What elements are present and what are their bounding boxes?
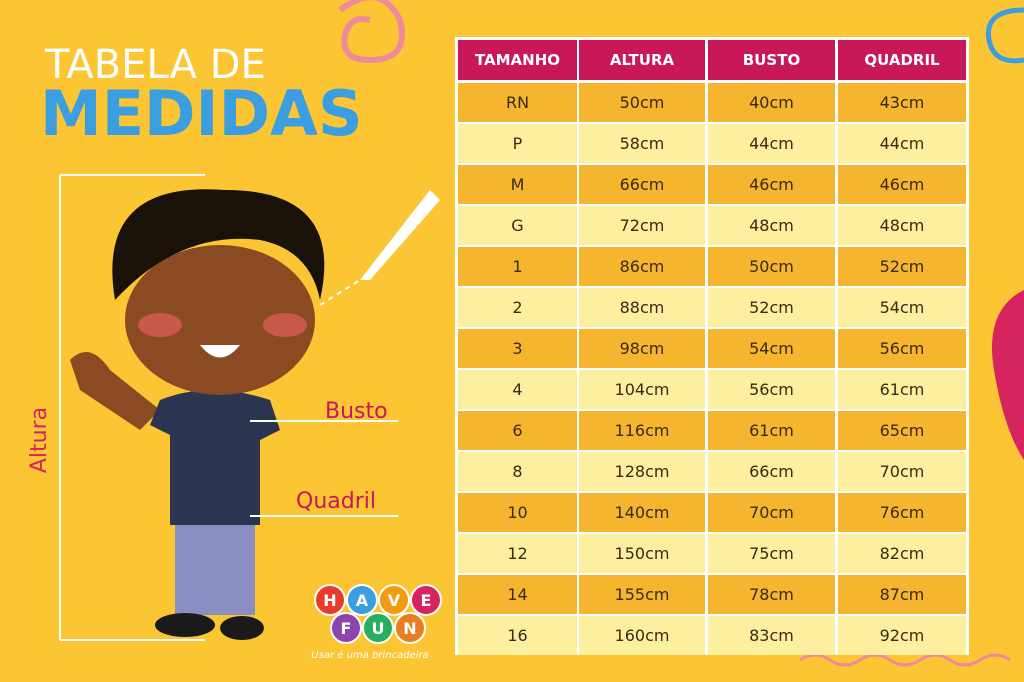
table-cell: 88cm <box>579 288 705 327</box>
table-cell: M <box>458 165 577 204</box>
table-cell: 46cm <box>838 165 966 204</box>
shoe <box>155 613 215 637</box>
logo-ball <box>410 584 442 616</box>
cheek <box>263 313 307 337</box>
mouth <box>200 345 240 358</box>
swirl <box>985 7 1024 64</box>
table-cell: 6 <box>458 411 577 450</box>
logo-letter: A <box>356 591 369 610</box>
header-cell: ALTURA <box>579 40 705 80</box>
logo-ball <box>394 612 426 644</box>
logo-letter: F <box>341 619 352 638</box>
table-cell: 58cm <box>579 124 705 163</box>
rocket-trail <box>319 279 361 306</box>
table-cell: 82cm <box>838 534 966 573</box>
header-cell: QUADRIL <box>838 40 966 80</box>
table-cell: P <box>458 124 577 163</box>
table-cell: 46cm <box>708 165 835 204</box>
table-cell: 16 <box>458 616 577 655</box>
table-cell: 155cm <box>579 575 705 614</box>
hair <box>112 189 325 300</box>
table-cell: 52cm <box>708 288 835 327</box>
table-cell: 3 <box>458 329 577 368</box>
table-cell: 4 <box>458 370 577 409</box>
table-cell: 50cm <box>708 247 835 286</box>
logo-letter: H <box>323 591 336 610</box>
tagline: Usar é uma brincadeira <box>311 649 428 661</box>
table-cell: 104cm <box>579 370 705 409</box>
table-cell: 160cm <box>579 616 705 655</box>
table-cell: 1 <box>458 247 577 286</box>
table-cell: 75cm <box>708 534 835 573</box>
table-cell: 10 <box>458 493 577 532</box>
table-cell: 50cm <box>579 83 705 122</box>
table-cell: 98cm <box>579 329 705 368</box>
logo-ball <box>362 612 394 644</box>
table-cell: 150cm <box>579 534 705 573</box>
table-cell: 48cm <box>838 206 966 245</box>
title-line2: MEDIDAS <box>40 77 363 150</box>
busto-label: Busto <box>325 399 388 424</box>
table-cell: 54cm <box>708 329 835 368</box>
logo-letter: N <box>403 619 416 638</box>
face <box>125 245 315 395</box>
logo: H A V E F U N <box>314 584 442 644</box>
table-cell: 61cm <box>838 370 966 409</box>
table-cell: 52cm <box>838 247 966 286</box>
table-cell: RN <box>458 83 577 122</box>
table-cell: 66cm <box>708 452 835 491</box>
table-cell: 14 <box>458 575 577 614</box>
altura-label: Altura <box>27 407 52 473</box>
table-cell: 66cm <box>579 165 705 204</box>
table-cell: 8 <box>458 452 577 491</box>
header-cell: TAMANHO <box>458 40 577 80</box>
table-cell: 2 <box>458 288 577 327</box>
header-cell: BUSTO <box>708 40 835 80</box>
table-cell: 128cm <box>579 452 705 491</box>
shirt <box>150 390 280 525</box>
table-cell: 116cm <box>579 411 705 450</box>
arm <box>70 352 160 430</box>
logo-ball <box>346 584 378 616</box>
wave <box>799 653 1011 667</box>
leaf <box>992 290 1024 460</box>
table-cell: 56cm <box>838 329 966 368</box>
table-cell: 44cm <box>708 124 835 163</box>
table-cell: 70cm <box>838 452 966 491</box>
logo-ball <box>378 584 410 616</box>
swirl <box>338 0 405 64</box>
title-line1: TABELA DE <box>44 42 266 88</box>
table-cell: 12 <box>458 534 577 573</box>
table-cell: G <box>458 206 577 245</box>
pants <box>175 515 255 615</box>
table-cell: 40cm <box>708 83 835 122</box>
table-cell: 61cm <box>708 411 835 450</box>
table-cell: 76cm <box>838 493 966 532</box>
table-cell: 83cm <box>708 616 835 655</box>
logo-ball <box>314 584 346 616</box>
table-cell: 87cm <box>838 575 966 614</box>
quadril-label: Quadril <box>296 489 376 514</box>
shoe <box>220 616 264 640</box>
logo-ball <box>330 612 362 644</box>
cheek <box>138 313 182 337</box>
table-cell: 44cm <box>838 124 966 163</box>
table-cell: 86cm <box>579 247 705 286</box>
table-cell: 54cm <box>838 288 966 327</box>
rocket <box>360 190 440 280</box>
table-cell: 43cm <box>838 83 966 122</box>
table-cell: 140cm <box>579 493 705 532</box>
logo-letter: E <box>421 591 432 610</box>
table-cell: 65cm <box>838 411 966 450</box>
logo-letter: U <box>372 619 385 638</box>
table-cell: 48cm <box>708 206 835 245</box>
table-cell: 72cm <box>579 206 705 245</box>
table-cell: 70cm <box>708 493 835 532</box>
table-cell: 78cm <box>708 575 835 614</box>
logo-letter: V <box>388 591 401 610</box>
table-cell: 56cm <box>708 370 835 409</box>
table-cell: 92cm <box>838 616 966 655</box>
